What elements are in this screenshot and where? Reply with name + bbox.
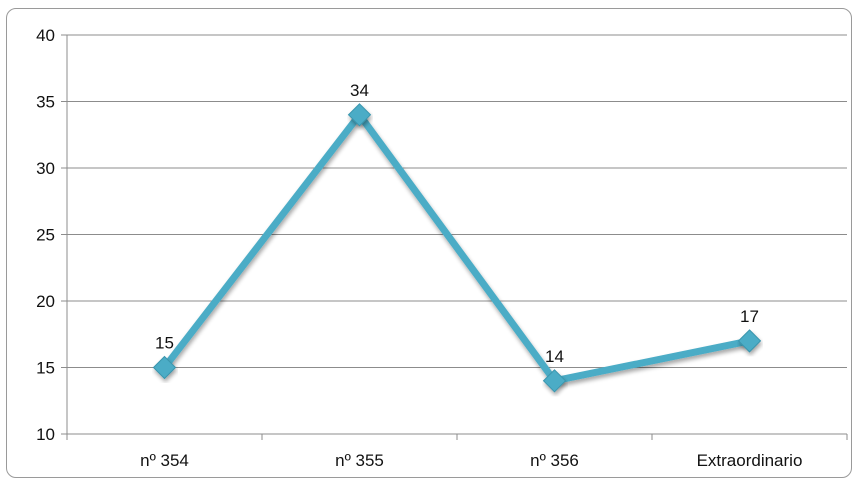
grid-lines <box>67 34 847 368</box>
y-tick-label: 10 <box>36 425 55 444</box>
data-label: 15 <box>155 334 174 353</box>
data-label: 14 <box>545 347 564 366</box>
y-tick-label: 15 <box>36 359 55 378</box>
x-tick-label: Extraordinario <box>697 451 803 470</box>
x-axis-tick-labels: nº 354 nº 355 nº 356 Extraordinario <box>140 451 802 470</box>
data-point-marker <box>542 369 567 393</box>
axes <box>61 34 848 440</box>
chart-frame <box>6 8 852 478</box>
series-line <box>161 111 753 385</box>
data-point-marker <box>152 355 177 380</box>
series-layer <box>152 103 762 393</box>
y-axis-tick-labels: 10 15 20 25 30 35 40 <box>36 26 55 444</box>
y-tick-label: 30 <box>36 159 55 178</box>
data-label: 34 <box>350 81 369 100</box>
data-label: 17 <box>740 307 759 326</box>
data-point-marker <box>347 103 372 127</box>
x-tick-label: nº 354 <box>140 451 189 470</box>
data-labels: 15 34 14 17 <box>155 81 759 366</box>
y-tick-label: 40 <box>36 26 55 45</box>
x-tick-label: nº 355 <box>335 451 384 470</box>
y-tick-label: 20 <box>36 292 55 311</box>
data-point-marker <box>737 329 762 353</box>
y-tick-label: 35 <box>36 93 55 112</box>
x-tick-label: nº 356 <box>530 451 579 470</box>
y-tick-label: 25 <box>36 226 55 245</box>
